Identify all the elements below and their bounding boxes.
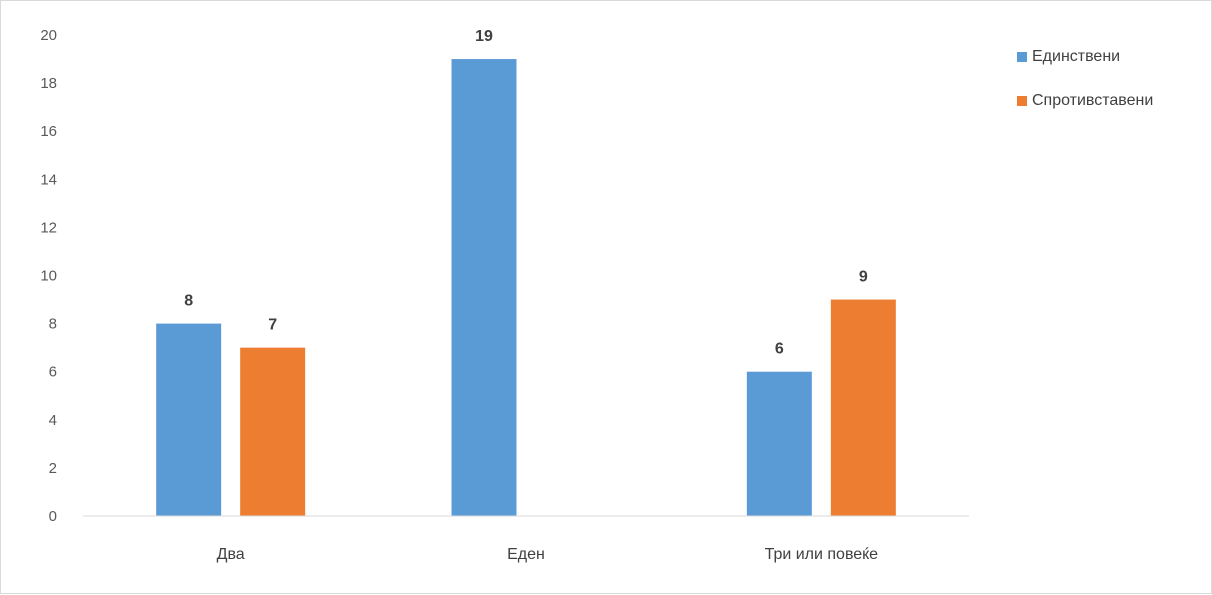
bar-1-2 (451, 59, 517, 517)
y-tick-label: 14 (40, 171, 57, 188)
legend-label: Единствени (1032, 48, 1121, 65)
y-tick-label: 6 (49, 364, 57, 381)
y-tick-label: 18 (40, 75, 57, 92)
category-labels: Два Еден Три или повеќе (217, 546, 879, 563)
legend-label: Спротивставени (1032, 92, 1154, 109)
y-tick-label: 12 (40, 219, 57, 236)
bar-1-3 (746, 371, 812, 516)
bar-2-3 (830, 299, 896, 516)
y-tick-label: 0 (49, 508, 57, 525)
y-tick-label: 16 (40, 123, 57, 140)
legend-swatch (1017, 52, 1027, 62)
category-label: Еден (507, 546, 545, 563)
y-tick-label: 20 (40, 27, 57, 44)
bar-2-1 (240, 347, 306, 516)
bars (156, 59, 896, 517)
data-label: 9 (859, 269, 868, 286)
data-label: 8 (184, 293, 193, 310)
category-label: Три или повеќе (765, 546, 879, 563)
data-label: 19 (475, 28, 493, 45)
y-tick-label: 2 (49, 460, 57, 477)
legend-swatch (1017, 96, 1027, 106)
data-labels: 8 7 19 6 9 (184, 28, 868, 358)
bar-1-1 (156, 323, 222, 516)
category-label: Два (217, 546, 245, 563)
legend: Единствени Спротивставени (1017, 47, 1153, 135)
data-label: 7 (268, 317, 277, 334)
legend-item-series-2: Спротивставени (1017, 91, 1153, 111)
data-label: 6 (775, 341, 784, 358)
y-tick-label: 4 (49, 412, 57, 429)
y-tick-label: 10 (40, 268, 57, 285)
y-tick-label: 8 (49, 316, 57, 333)
y-axis-ticks: 0 2 4 6 8 10 12 14 16 18 20 (40, 27, 57, 525)
legend-item-series-1: Единствени (1017, 47, 1153, 67)
